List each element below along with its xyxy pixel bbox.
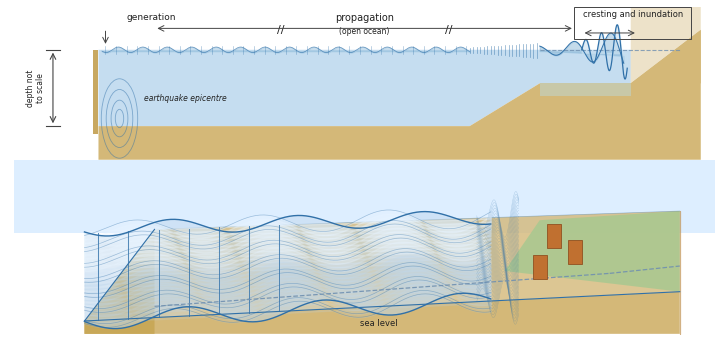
Text: (open ocean): (open ocean) — [339, 27, 390, 36]
Polygon shape — [631, 7, 701, 83]
Text: //: // — [445, 25, 453, 35]
Bar — [547, 224, 561, 248]
Text: //: // — [277, 25, 284, 35]
Text: cresting and inundation: cresting and inundation — [583, 10, 683, 19]
Bar — [567, 240, 582, 264]
Polygon shape — [98, 30, 701, 160]
Text: generation: generation — [126, 13, 176, 22]
Polygon shape — [93, 50, 98, 134]
Polygon shape — [98, 50, 631, 126]
Polygon shape — [14, 160, 715, 233]
Text: sea level: sea level — [360, 319, 397, 328]
Polygon shape — [84, 211, 679, 321]
Polygon shape — [84, 292, 679, 334]
Text: propagation: propagation — [335, 13, 394, 23]
Polygon shape — [84, 212, 491, 329]
Polygon shape — [84, 229, 155, 334]
Text: depth not
to scale: depth not to scale — [26, 69, 45, 107]
Bar — [533, 255, 547, 279]
Polygon shape — [631, 30, 701, 83]
Text: earthquake epicentre: earthquake epicentre — [144, 94, 227, 103]
Polygon shape — [505, 211, 679, 292]
Polygon shape — [539, 83, 631, 96]
